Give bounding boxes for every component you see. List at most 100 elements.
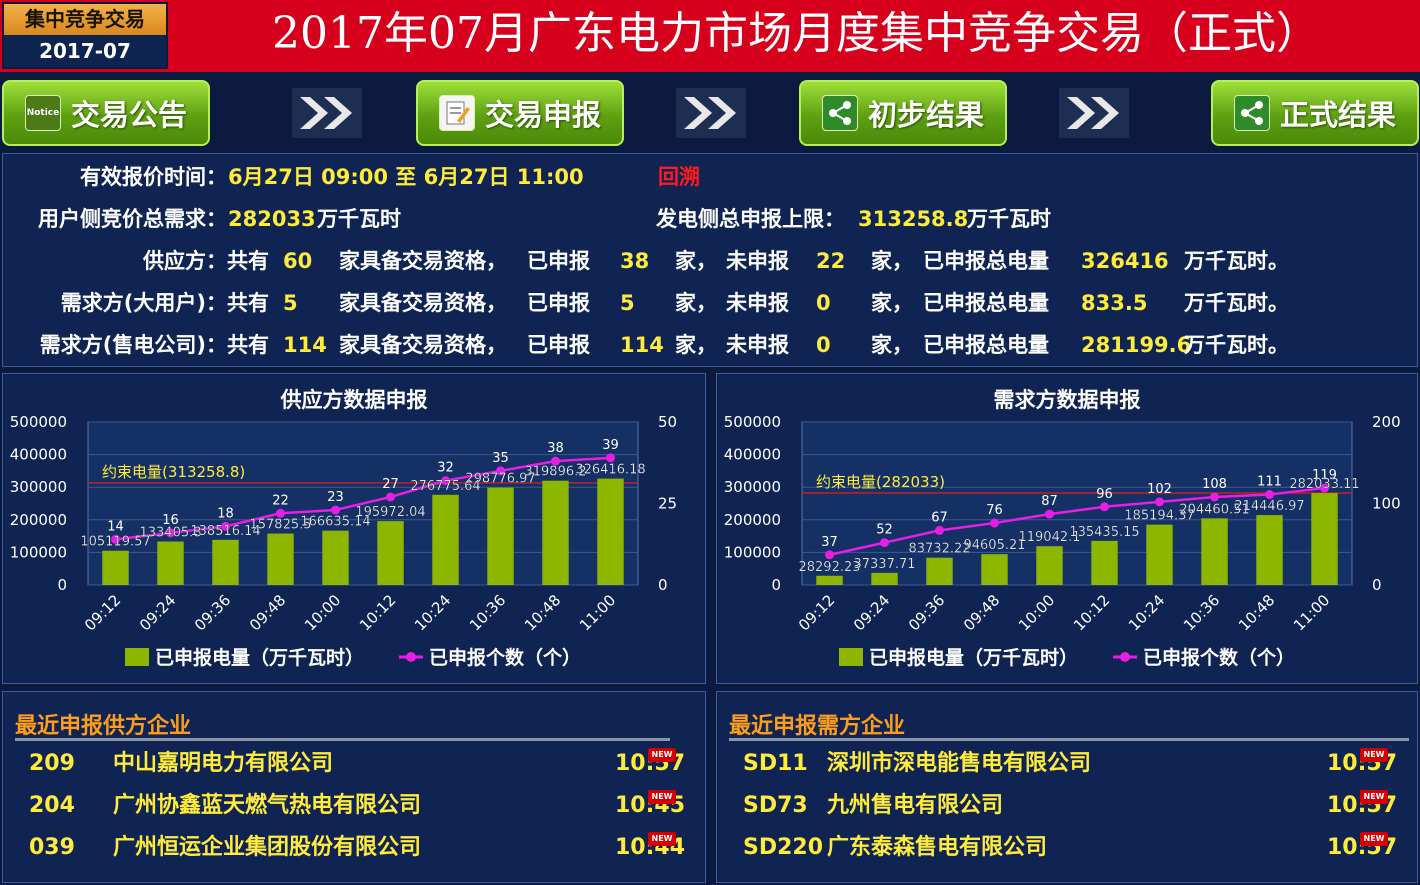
count-label: 39 — [602, 438, 619, 453]
supply-cap-unit: 万千瓦时 — [967, 207, 1051, 231]
bar-value-label: 214446.97 — [1234, 499, 1304, 514]
total-volume-word: 已申报总电量 — [923, 333, 1049, 357]
legend-line-marker — [1120, 652, 1130, 662]
list-item[interactable]: 039 广州恒运企业集团股份有限公司 10:44 NEW — [3, 828, 703, 868]
list-item[interactable]: 209 中山嘉明电力有限公司 10:57 NEW — [3, 744, 703, 784]
bar — [816, 575, 843, 585]
new-badge: NEW — [1360, 748, 1388, 762]
y-tick-label-right: 0 — [658, 576, 668, 594]
legend-bar-label: 已申报电量（万千瓦时） — [155, 646, 364, 669]
count-point — [1210, 492, 1219, 502]
form-edit-icon — [438, 95, 475, 131]
list-item[interactable]: SD73 九州售电有限公司 10:57 NEW — [717, 786, 1415, 826]
reported-volume: 833.5 — [1081, 291, 1148, 315]
reported-word: 已申报 — [527, 291, 590, 315]
reported-count: 5 — [620, 291, 635, 315]
qualified-count: 5 — [283, 291, 298, 315]
qualified-word: 家具备交易资格， — [339, 333, 507, 357]
list-item[interactable]: SD11 深圳市深电能售电有限公司 10:57 NEW — [717, 744, 1415, 784]
count-line — [829, 486, 1325, 557]
bar-value-label: 157825.5 — [249, 518, 311, 533]
nav-step-announcement[interactable]: Notice 交易公告 — [2, 80, 210, 146]
count-point — [221, 521, 230, 531]
y-tick-label-left: 0 — [57, 576, 67, 594]
badge-title: 集中竞争交易 — [4, 4, 166, 35]
x-tick-label: 10:12 — [356, 591, 399, 634]
not-reported-word: 未申报 — [726, 333, 789, 357]
x-tick-label: 11:00 — [1290, 591, 1333, 634]
y-tick-label-left: 0 — [771, 576, 781, 594]
volume-unit: 万千瓦时。 — [1184, 291, 1289, 315]
quote-time-row: 有效报价时间： 6月27日 09:00 至 6月27日 11:00 回溯 — [3, 159, 1417, 195]
count-label: 67 — [931, 510, 948, 525]
count-point — [166, 528, 175, 538]
bar-value-label: 28292.23 — [798, 560, 860, 575]
count-point — [331, 505, 340, 515]
trade-type-badge: 集中竞争交易 2017-07 — [2, 2, 168, 69]
quote-time-value: 6月27日 09:00 至 6月27日 11:00 — [228, 165, 584, 189]
supply-chart-panel: 供应方数据申报 0 100000 200000 300000 400000 500000 0… — [2, 373, 706, 684]
nav-step-preliminary-result[interactable]: 初步结果 — [799, 80, 1007, 146]
has-word: 共有 — [227, 291, 269, 315]
new-badge: NEW — [1360, 832, 1388, 846]
demand-total-label: 用户侧竞价总需求： — [38, 207, 227, 231]
nav-step-label: 交易申报 — [484, 98, 601, 132]
demand-chart: 0 100000 200000 300000 400000 500000 0 100 200 约束… — [724, 413, 1401, 669]
bar — [377, 521, 404, 585]
count-point — [276, 508, 285, 518]
divider — [15, 738, 670, 741]
recent-demand-title: 最近申报需方企业 — [729, 714, 906, 739]
x-tick-label: 09:36 — [905, 591, 948, 634]
count-label: 96 — [1096, 487, 1113, 502]
volume-unit: 万千瓦时。 — [1184, 333, 1289, 357]
legend-bar-swatch — [125, 648, 149, 666]
count-label: 52 — [876, 523, 893, 538]
recent-supply-panel: 最近申报供方企业 209 中山嘉明电力有限公司 10:57 NEW 204 广州… — [2, 691, 706, 883]
not-reported-count: 22 — [816, 249, 846, 273]
x-tick-label: 11:00 — [576, 591, 619, 634]
count-label: 108 — [1202, 477, 1227, 492]
count-point — [1100, 502, 1109, 512]
count-label: 18 — [217, 506, 234, 521]
company-code: SD11 — [743, 751, 808, 776]
company-code: SD220 — [743, 835, 824, 860]
retailer-stats-row: 需求方(售电公司)： 共有 114 家具备交易资格， 已申报 114 家， 未申… — [3, 327, 1417, 363]
bar-value-label: 135435.15 — [1069, 525, 1139, 540]
recent-supply-title: 最近申报供方企业 — [15, 714, 192, 739]
bar — [542, 480, 569, 585]
list-item[interactable]: SD220 广东泰森售电有限公司 10:57 NEW — [717, 828, 1415, 868]
y-tick-label-left: 300000 — [10, 478, 67, 496]
supply-cap-label: 发电侧总申报上限： — [656, 207, 845, 231]
bar — [1146, 524, 1173, 585]
total-volume-word: 已申报总电量 — [923, 291, 1049, 315]
replay-link[interactable]: 回溯 — [658, 165, 700, 189]
count-label: 22 — [272, 493, 289, 508]
count-label: 119 — [1312, 468, 1337, 483]
company-code: SD73 — [743, 793, 808, 818]
nav-step-final-result[interactable]: 正式结果 — [1211, 80, 1419, 146]
legend-line-marker — [406, 652, 416, 662]
y-tick-label-right: 100 — [1372, 495, 1401, 513]
list-item[interactable]: 204 广州协鑫蓝天燃气热电有限公司 10:45 NEW — [3, 786, 703, 826]
demand-chart-panel: 需求方数据申报 0 100000 200000 300000 400000 500000 0… — [716, 373, 1418, 684]
count-point — [880, 538, 889, 548]
header-bar: 集中竞争交易 2017-07 2017年07月广东电力市场月度集中竞争交易（正式… — [0, 0, 1420, 72]
bar — [487, 487, 514, 585]
x-tick-label: 10:48 — [521, 591, 564, 634]
bar-value-label: 204460.51 — [1179, 502, 1249, 517]
nav-step-label: 正式结果 — [1279, 98, 1396, 132]
bar — [1256, 515, 1283, 585]
legend-line-label: 已申报个数（个） — [1143, 646, 1295, 669]
bar — [157, 541, 184, 585]
page-title: 2017年07月广东电力市场月度集中竞争交易（正式） — [272, 8, 1320, 59]
x-tick-label: 09:24 — [850, 591, 893, 634]
company-name: 广东泰森售电有限公司 — [827, 835, 1048, 860]
bar — [926, 557, 953, 585]
not-reported-word: 未申报 — [726, 291, 789, 315]
x-tick-label: 10:36 — [466, 591, 509, 634]
y-tick-label-left: 100000 — [724, 543, 781, 561]
nav-step-submission[interactable]: 交易申报 — [416, 80, 624, 146]
legend-line-label: 已申报个数（个） — [429, 646, 581, 669]
total-volume-word: 已申报总电量 — [923, 249, 1049, 273]
qualified-word: 家具备交易资格， — [339, 291, 507, 315]
